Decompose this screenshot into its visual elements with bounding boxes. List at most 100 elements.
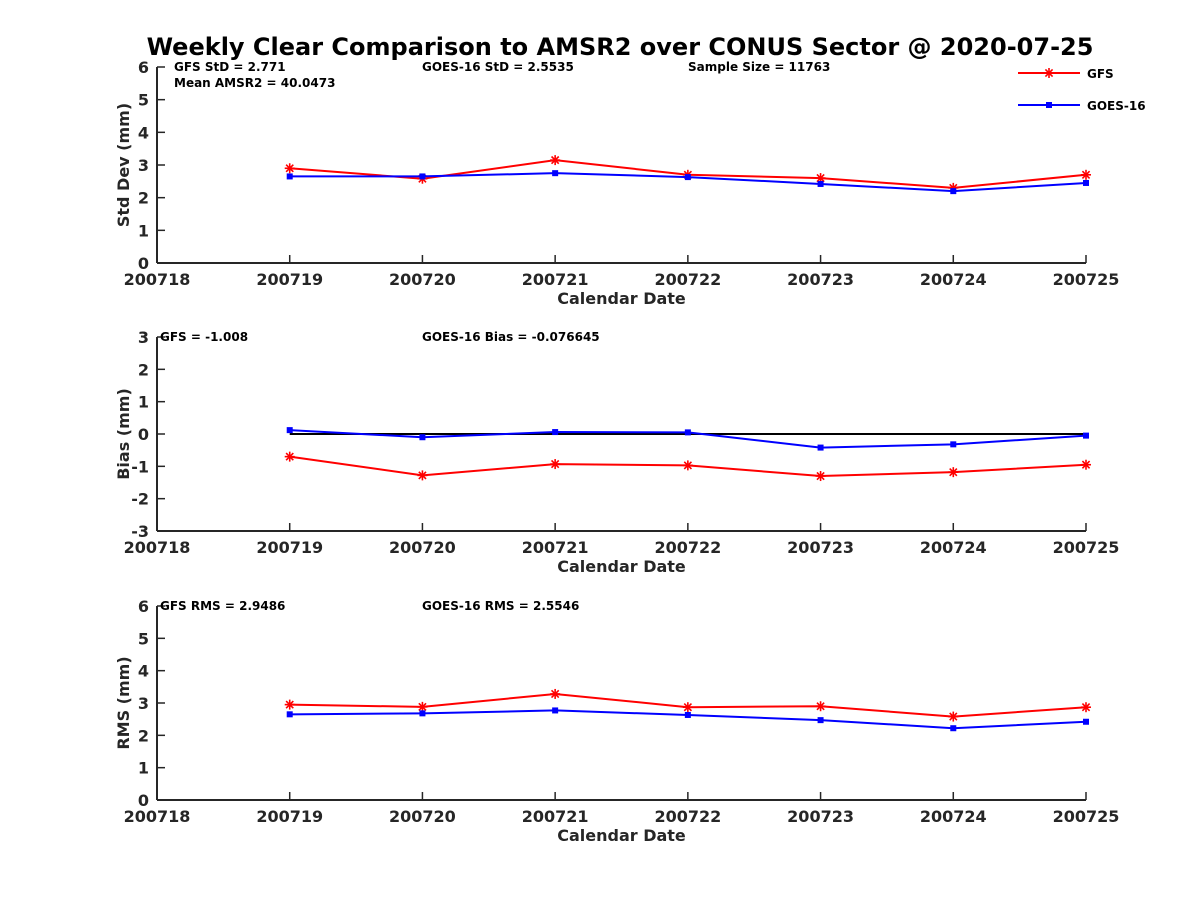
legend-label: GOES-16: [1087, 99, 1146, 113]
data-point: [950, 188, 957, 195]
y-tick-label: 0: [138, 254, 149, 273]
legend: GFS GOES-16: [1018, 67, 1146, 113]
data-point: [1083, 432, 1089, 439]
data-point: [684, 711, 691, 718]
data-point: [684, 174, 691, 181]
x-tick-label: 200724: [920, 807, 987, 826]
x-axis-label: Calendar Date: [557, 289, 686, 308]
y-tick-label: 4: [138, 123, 149, 142]
legend-item-gfs: GFS: [1018, 67, 1114, 81]
data-point: [817, 717, 824, 724]
y-tick-label: 1: [138, 393, 149, 412]
legend-marker: [1046, 102, 1052, 108]
stat-annotation: GFS RMS = 2.9486: [160, 599, 285, 613]
series-gfs: [284, 688, 1091, 722]
x-tick-label: 200722: [654, 807, 721, 826]
stat-annotation: GOES-16 RMS = 2.5546: [422, 599, 579, 613]
x-tick-label: 200719: [256, 538, 323, 557]
data-point: [1081, 169, 1091, 180]
data-point: [1081, 459, 1091, 470]
data-point: [417, 470, 428, 481]
x-tick-label: 200725: [1053, 538, 1120, 557]
x-tick-label: 200718: [124, 270, 191, 289]
data-point: [815, 701, 826, 712]
x-tick-label: 200725: [1053, 807, 1120, 826]
y-tick-label: 2: [138, 189, 149, 208]
stat-annotation: Mean AMSR2 = 40.0473: [174, 76, 335, 90]
x-tick-label: 200718: [124, 807, 191, 826]
x-tick-label: 200722: [654, 538, 721, 557]
y-tick-label: -2: [131, 490, 149, 509]
stat-annotation: Sample Size = 11763: [688, 60, 830, 74]
data-point: [950, 725, 957, 732]
data-point: [419, 434, 426, 441]
data-point: [286, 173, 293, 180]
data-point: [684, 429, 691, 436]
y-tick-label: -1: [131, 457, 149, 476]
x-tick-label: 200719: [256, 270, 323, 289]
series-goes-16: [286, 707, 1089, 732]
data-point: [682, 702, 693, 713]
y-tick-label: 5: [138, 91, 149, 110]
x-tick-label: 200718: [124, 538, 191, 557]
stat-annotation: GOES-16 StD = 2.5535: [422, 60, 574, 74]
y-tick-label: 4: [138, 662, 149, 681]
data-point: [284, 451, 295, 462]
data-point: [1081, 702, 1091, 713]
x-tick-label: 200722: [654, 270, 721, 289]
series-gfs: [284, 451, 1091, 482]
y-tick-label: 3: [138, 694, 149, 713]
y-tick-label: -3: [131, 522, 149, 541]
y-tick-label: 2: [138, 726, 149, 745]
x-tick-label: 200723: [787, 807, 854, 826]
data-point: [552, 170, 559, 177]
data-point: [552, 429, 559, 436]
x-tick-label: 200721: [522, 270, 589, 289]
data-point: [1083, 179, 1089, 186]
x-tick-label: 200724: [920, 270, 987, 289]
y-axis-label: Bias (mm): [114, 388, 133, 480]
x-tick-label: 200720: [389, 807, 456, 826]
y-tick-label: 2: [138, 360, 149, 379]
x-axis-label: Calendar Date: [557, 826, 686, 845]
x-axis-label: Calendar Date: [557, 557, 686, 576]
y-axis-label: Std Dev (mm): [114, 103, 133, 227]
y-tick-label: 1: [138, 759, 149, 778]
data-point: [1083, 718, 1089, 725]
data-point: [817, 444, 824, 451]
data-point: [815, 471, 826, 482]
x-tick-label: 200724: [920, 538, 987, 557]
data-point: [817, 180, 824, 187]
legend-label: GFS: [1087, 67, 1114, 81]
series-gfs: [284, 155, 1091, 193]
panel-1: 0 1 2 3 4 5 6 200718 200719 200720 200721 200722 200…: [114, 58, 1119, 308]
data-point: [419, 710, 426, 717]
x-tick-label: 200721: [522, 807, 589, 826]
y-tick-label: 6: [138, 58, 149, 77]
x-tick-label: 200719: [256, 807, 323, 826]
data-point: [286, 711, 293, 718]
data-point: [284, 163, 295, 174]
panel-3: 0 1 2 3 4 5 6 200718 200719 200720 200721 200722 200…: [114, 597, 1119, 845]
data-point: [682, 460, 693, 471]
legend-marker: [1044, 68, 1054, 78]
panel-2: -3 -2 -1 0 1 2 3 200718 200719 200720 200721 200722…: [114, 328, 1119, 576]
data-point: [284, 699, 295, 710]
y-tick-label: 5: [138, 629, 149, 648]
data-point: [948, 711, 959, 722]
y-tick-label: 0: [138, 425, 149, 444]
series-goes-16: [286, 427, 1089, 451]
stat-annotation: GFS = -1.008: [160, 330, 248, 344]
stat-annotation: GFS StD = 2.771: [174, 60, 286, 74]
x-tick-label: 200720: [389, 538, 456, 557]
y-tick-label: 1: [138, 221, 149, 240]
data-point: [417, 701, 428, 712]
x-tick-label: 200725: [1053, 270, 1120, 289]
data-point: [550, 688, 561, 699]
chart-title: Weekly Clear Comparison to AMSR2 over CO…: [147, 33, 1094, 61]
series-goes-16: [286, 170, 1089, 195]
data-point: [552, 707, 559, 714]
data-point: [419, 173, 426, 180]
y-tick-label: 6: [138, 597, 149, 616]
